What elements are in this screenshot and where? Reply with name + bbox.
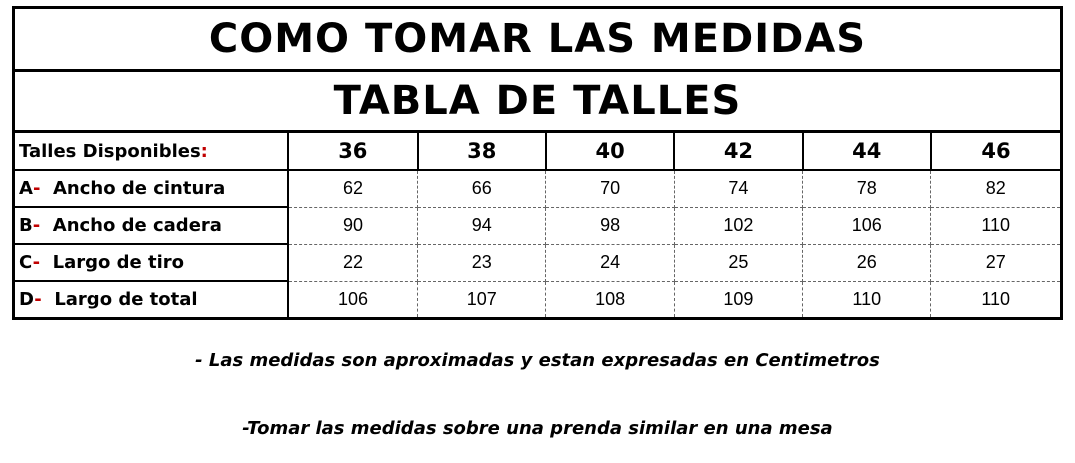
measure-cell: 66 [417,169,547,208]
table-row: B- Ancho de cadera 90 94 98 102 106 110 [12,206,1063,245]
measure-cell: 98 [545,206,675,245]
table-row: D- Largo de total 106 107 108 109 110 110 [12,280,1063,320]
title: COMO TOMAR LAS MEDIDAS [13,7,1062,72]
header-row: Talles Disponibles: 36 38 40 42 44 46 [12,130,1063,171]
row-label: D- Largo de total [12,280,289,320]
row-label: B- Ancho de cadera [12,206,289,245]
measure-cell: 102 [673,206,804,245]
measure-cell: 110 [802,280,932,320]
size-header: 38 [416,130,547,171]
measure-cell: 70 [545,169,675,208]
measure-cell: 110 [930,280,1063,320]
measure-cell: 26 [802,243,932,282]
table-row: C- Largo de tiro 22 23 24 25 26 27 [12,243,1063,282]
size-header: 44 [801,130,932,171]
measure-cell: 94 [417,206,547,245]
measure-cell: 78 [802,169,932,208]
measure-cell: 107 [417,280,547,320]
measure-cell: 106 [287,280,419,320]
row-label: C- Largo de tiro [12,243,289,282]
size-header: 46 [929,130,1063,171]
table-row: A- Ancho de cintura 62 66 70 74 78 82 [12,169,1063,208]
subtitle: TABLA DE TALLES [13,70,1062,133]
measure-cell: 82 [930,169,1063,208]
measure-cell: 109 [673,280,804,320]
measure-cell: 25 [673,243,804,282]
note-measure: -Tomar las medidas sobre una prenda simi… [242,418,833,439]
measure-cell: 90 [287,206,419,245]
measure-cell: 108 [545,280,675,320]
size-table: COMO TOMAR LAS MEDIDAS TABLA DE TALLES T… [12,6,1063,320]
header-label: Talles Disponibles: [12,130,289,171]
size-header: 42 [673,130,804,171]
measure-cell: 23 [417,243,547,282]
measure-cell: 24 [545,243,675,282]
note-approx: - Las medidas son aproximadas y estan ex… [195,350,880,371]
size-header: 36 [287,130,419,171]
measure-cell: 106 [802,206,932,245]
size-header: 40 [544,130,676,171]
measure-cell: 110 [930,206,1063,245]
measure-cell: 22 [287,243,419,282]
row-label: A- Ancho de cintura [12,169,289,208]
measure-cell: 74 [673,169,804,208]
measure-cell: 62 [287,169,419,208]
measure-cell: 27 [930,243,1063,282]
